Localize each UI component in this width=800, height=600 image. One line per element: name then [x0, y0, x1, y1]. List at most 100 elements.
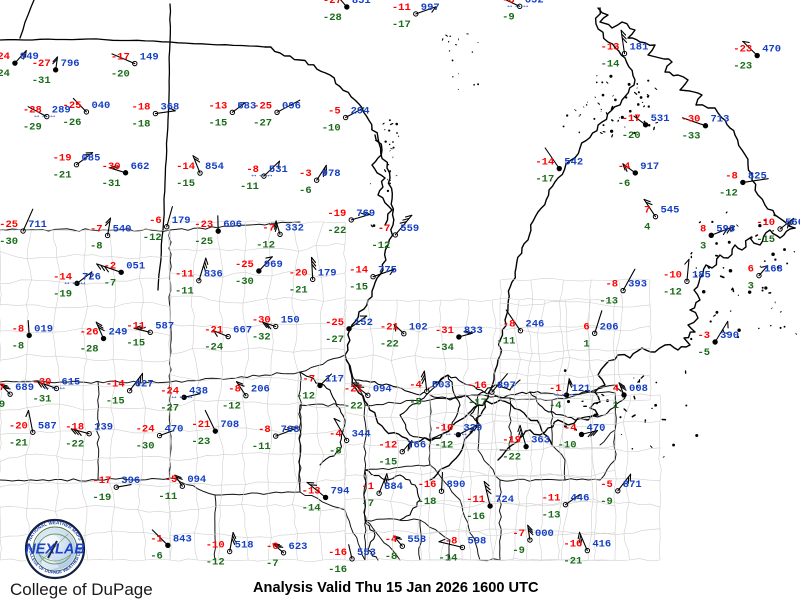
svg-text:-8: -8	[502, 0, 515, 6]
svg-text:540: 540	[113, 223, 132, 235]
svg-text:329: 329	[463, 423, 482, 435]
svg-text:-27: -27	[160, 402, 179, 414]
svg-text:-10: -10	[558, 439, 577, 451]
svg-text:446: 446	[570, 493, 589, 505]
svg-text:-28: -28	[80, 344, 99, 356]
svg-text:-25: -25	[253, 100, 272, 112]
svg-text:-4: -4	[618, 161, 631, 173]
svg-text:-26: -26	[63, 117, 82, 129]
svg-text:-9: -9	[502, 11, 515, 23]
svg-text:-28: -28	[323, 12, 342, 24]
svg-text:-28: -28	[23, 105, 42, 117]
svg-text:-33: -33	[682, 131, 701, 143]
svg-text:-19: -19	[327, 208, 346, 220]
svg-text:396: 396	[121, 475, 140, 487]
svg-text:997: 997	[421, 2, 440, 14]
svg-text:152: 152	[354, 317, 373, 329]
svg-text:503: 503	[432, 379, 451, 391]
svg-text:8: 8	[700, 223, 706, 235]
svg-text:470: 470	[762, 44, 781, 56]
svg-text:-6: -6	[149, 215, 162, 227]
svg-text:-12: -12	[719, 187, 738, 199]
svg-text:-25: -25	[235, 259, 254, 271]
svg-text:-25: -25	[0, 219, 18, 231]
svg-text:-6: -6	[266, 541, 279, 553]
svg-text:-15: -15	[126, 337, 145, 349]
svg-text:-16: -16	[328, 564, 347, 576]
svg-text:-7: -7	[361, 498, 374, 510]
svg-text:531: 531	[651, 113, 670, 125]
svg-text:-15: -15	[378, 457, 397, 469]
svg-text:-5: -5	[165, 474, 178, 486]
svg-text:871: 871	[623, 479, 642, 491]
svg-text:-4: -4	[549, 400, 562, 412]
svg-text:978: 978	[322, 168, 341, 180]
svg-text:-18: -18	[132, 119, 151, 131]
svg-text:-27: -27	[325, 334, 344, 346]
svg-text:121: 121	[572, 383, 591, 395]
svg-text:-18: -18	[65, 422, 84, 434]
svg-text:558: 558	[407, 534, 426, 546]
svg-text:-8: -8	[90, 240, 103, 252]
svg-text:598: 598	[716, 223, 735, 235]
svg-text:-1: -1	[150, 533, 163, 545]
svg-text:-8: -8	[385, 551, 398, 563]
svg-text:206: 206	[251, 384, 270, 396]
svg-text:6: 6	[748, 264, 754, 276]
svg-text:708: 708	[220, 419, 239, 431]
svg-text:-22: -22	[380, 339, 399, 351]
svg-text:102: 102	[409, 322, 428, 334]
svg-text:-12: -12	[256, 239, 275, 251]
svg-text:-27: -27	[32, 58, 51, 70]
svg-text:854: 854	[205, 161, 224, 173]
svg-text:-15: -15	[349, 282, 368, 294]
svg-text:019: 019	[34, 323, 53, 335]
svg-text:-7: -7	[262, 222, 275, 234]
svg-text:-30: -30	[252, 315, 271, 327]
svg-text:-23: -23	[194, 219, 213, 231]
svg-text:-10: -10	[756, 217, 775, 229]
svg-text:-30: -30	[136, 441, 155, 453]
svg-text:-21: -21	[191, 419, 210, 431]
svg-text:-5: -5	[409, 396, 422, 408]
svg-text:-5: -5	[600, 479, 613, 491]
svg-text:-12: -12	[434, 440, 453, 452]
svg-text:-8: -8	[12, 340, 25, 352]
svg-text:-7: -7	[378, 223, 391, 235]
svg-text:117: 117	[325, 374, 344, 386]
svg-text:-14: -14	[53, 271, 72, 283]
svg-text:794: 794	[331, 485, 350, 497]
svg-text:-14: -14	[302, 502, 321, 514]
svg-text:-8: -8	[329, 445, 342, 457]
svg-text:-15: -15	[106, 396, 125, 408]
svg-text:-30: -30	[0, 236, 18, 248]
svg-text:-4: -4	[409, 379, 422, 391]
svg-text:851: 851	[352, 0, 371, 7]
svg-text:393: 393	[628, 279, 647, 291]
svg-text:368: 368	[160, 102, 179, 114]
svg-text:-1: -1	[361, 481, 374, 493]
svg-text:-20: -20	[111, 69, 130, 81]
svg-text:-8: -8	[503, 319, 516, 331]
svg-text:884: 884	[384, 481, 403, 493]
svg-text:-5: -5	[697, 347, 710, 359]
svg-text:-11: -11	[126, 320, 145, 332]
svg-text:040: 040	[91, 100, 110, 112]
svg-text:3: 3	[700, 240, 706, 252]
svg-text:843: 843	[173, 533, 192, 545]
svg-text:168: 168	[764, 264, 783, 276]
svg-text:4: 4	[644, 222, 650, 234]
svg-text:-7: -7	[0, 382, 5, 394]
svg-text:-31: -31	[102, 178, 121, 190]
svg-text:-22: -22	[502, 452, 521, 464]
svg-text:-8: -8	[445, 535, 458, 547]
svg-text:-12: -12	[143, 232, 162, 244]
svg-text:470: 470	[165, 424, 184, 436]
svg-text:553: 553	[357, 547, 376, 559]
svg-text:-3: -3	[697, 330, 710, 342]
svg-text:-34: -34	[435, 342, 454, 354]
svg-text:-25: -25	[194, 236, 213, 248]
svg-text:1: 1	[613, 400, 619, 412]
svg-text:627: 627	[135, 379, 154, 391]
svg-text:-11: -11	[158, 491, 177, 503]
